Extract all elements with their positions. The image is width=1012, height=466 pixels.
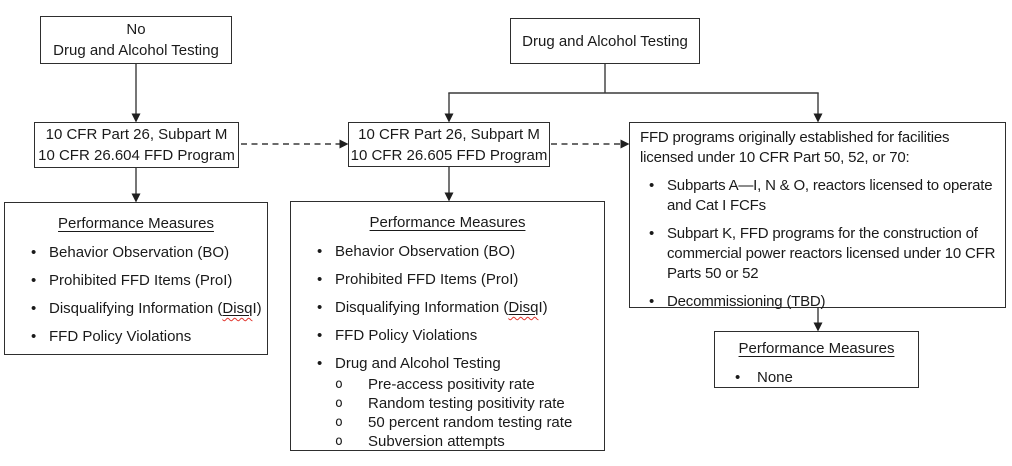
- sub-bullet-icon: o: [335, 396, 343, 411]
- bullet-icon: •: [649, 177, 655, 194]
- ffd-programs-box: FFD programs originally established for …: [629, 122, 1006, 310]
- cfr-26-604-line1: 10 CFR Part 26, Subpart M: [45, 126, 228, 143]
- bullet-icon: •: [31, 272, 37, 289]
- bullet-icon: •: [31, 244, 37, 261]
- bullet-icon: •: [317, 299, 323, 316]
- pm-right-item-none: • None: [735, 369, 793, 386]
- performance-measures-title: Performance Measures: [369, 214, 526, 231]
- bullet-icon: •: [317, 271, 323, 288]
- cfr-26-605-line2: 10 CFR 26.605 FFD Program: [350, 146, 548, 164]
- ffd-programs-item-subpart-k: • Subpart K, FFD programs for the constr…: [649, 225, 996, 282]
- cfr-26-605-program-box: 10 CFR Part 26, Subpart M 10 CFR 26.605 …: [348, 122, 550, 167]
- performance-measures-title: Performance Measures: [738, 340, 895, 357]
- performance-measures-title: Performance Measures: [58, 215, 214, 232]
- pm-left-item-behavior-observation: • Behavior Observation (BO): [31, 244, 230, 261]
- no-drug-alcohol-testing-box: No Drug and Alcohol Testing: [40, 16, 232, 64]
- performance-measures-left-box: Performance Measures • Behavior Observat…: [4, 202, 268, 355]
- ffd-programs-intro: FFD programs originally established for …: [640, 129, 950, 166]
- bullet-icon: •: [317, 243, 323, 260]
- cfr-26-604-line2: 10 CFR 26.604 FFD Program: [38, 147, 235, 164]
- pm-middle-item-ffd-policy-violations: • FFD Policy Violations: [317, 327, 478, 344]
- bullet-icon: •: [735, 369, 741, 386]
- pm-left-item-ffd-policy-violations: • FFD Policy Violations: [31, 328, 192, 345]
- drug-alcohol-testing-box: Drug and Alcohol Testing: [510, 18, 700, 64]
- pm-middle-subitem-subversion-attempts: o Subversion attempts: [335, 433, 505, 450]
- pm-left-item-disqualifying-information: • Disqualifying Information (DisqI): [31, 300, 262, 317]
- pm-middle-item-prohibited-ffd-items: • Prohibited FFD Items (ProI): [317, 271, 519, 288]
- ffd-programs-item-decommissioning: • Decommissioning (TBD): [649, 293, 826, 310]
- bullet-icon: •: [31, 328, 37, 345]
- bullet-icon: •: [649, 225, 655, 242]
- pm-middle-subitem-50-percent-random: o 50 percent random testing rate: [335, 414, 573, 431]
- pm-middle-subitem-pre-access: o Pre-access positivity rate: [335, 376, 535, 393]
- pm-left-item-prohibited-ffd-items: • Prohibited FFD Items (ProI): [31, 272, 233, 289]
- ffd-programs-item-subparts-a-i: • Subparts A—I, N & O, reactors licensed…: [649, 177, 993, 214]
- pm-middle-item-disqualifying-information: • Disqualifying Information (DisqI): [317, 299, 548, 316]
- no-drug-alcohol-testing-line2: Drug and Alcohol Testing: [53, 42, 219, 59]
- spellcheck-flagged-word: Disq: [508, 299, 539, 316]
- performance-measures-right-box: Performance Measures • None: [714, 331, 919, 388]
- pm-middle-item-behavior-observation: • Behavior Observation (BO): [317, 243, 516, 260]
- bullet-icon: •: [649, 293, 655, 310]
- pm-middle-item-drug-alcohol-testing: • Drug and Alcohol Testing: [317, 355, 501, 372]
- no-drug-alcohol-testing-line1: No: [126, 21, 146, 38]
- bullet-icon: •: [317, 355, 323, 372]
- performance-measures-middle-box: Performance Measures • Behavior Observat…: [290, 201, 605, 451]
- bullet-icon: •: [317, 327, 323, 344]
- pm-middle-subitem-random-positivity: o Random testing positivity rate: [335, 395, 565, 412]
- cfr-26-605-line1: 10 CFR Part 26, Subpart M: [358, 125, 540, 143]
- spellcheck-flagged-word: Disq: [222, 300, 253, 317]
- sub-bullet-icon: o: [335, 434, 343, 449]
- drug-alcohol-testing-label: Drug and Alcohol Testing: [522, 32, 688, 50]
- sub-bullet-icon: o: [335, 415, 343, 430]
- cfr-26-604-program-box: 10 CFR Part 26, Subpart M 10 CFR 26.604 …: [34, 122, 239, 168]
- sub-bullet-icon: o: [335, 377, 343, 392]
- bullet-icon: •: [31, 300, 37, 317]
